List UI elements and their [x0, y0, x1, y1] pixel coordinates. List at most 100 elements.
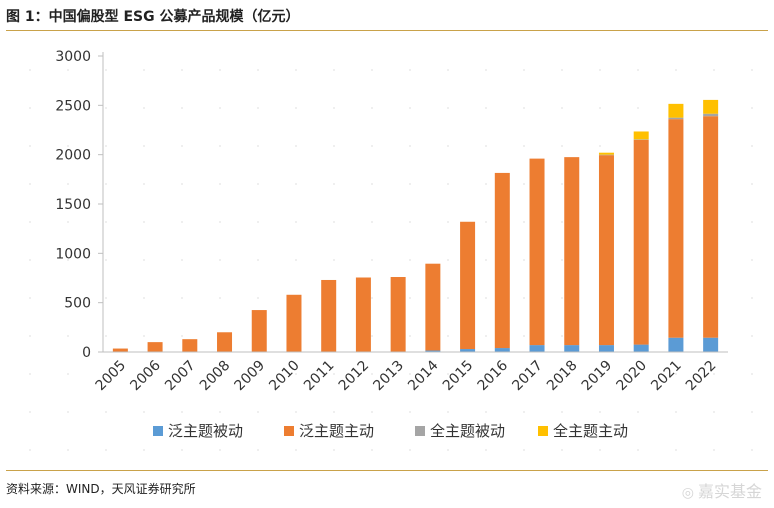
bg-dot — [219, 69, 221, 71]
bg-dot — [181, 69, 183, 71]
bg-dot — [143, 411, 145, 413]
bg-dot — [333, 69, 335, 71]
bg-dot — [599, 145, 601, 147]
legend: 泛主题被动 泛主题主动 全主题被动 全主题主动 — [153, 422, 628, 440]
y-tick-label: 500 — [64, 296, 91, 312]
bg-dot — [219, 373, 221, 375]
bg-dot — [295, 183, 297, 185]
bg-dot — [675, 373, 677, 375]
y-tick-label: 3000 — [55, 49, 91, 65]
bar-segment — [529, 158, 545, 346]
legend-label: 泛主题被动 — [168, 422, 243, 440]
bar-segment — [598, 154, 614, 156]
bg-dot — [561, 335, 563, 337]
bg-dot — [257, 297, 259, 299]
bg-dot — [447, 145, 449, 147]
bg-dot — [333, 107, 335, 109]
footer-rule — [6, 470, 768, 471]
bg-dot — [523, 297, 525, 299]
bg-dot — [295, 107, 297, 109]
bg-dot — [143, 145, 145, 147]
bar-segment — [633, 139, 649, 140]
bg-dot — [637, 449, 639, 451]
bg-dot — [29, 145, 31, 147]
bg-dot — [29, 449, 31, 451]
y-axis: 0 500 1000 1500 2000 2500 3000 — [55, 49, 104, 361]
bg-dot — [713, 69, 715, 71]
bar-segment — [355, 277, 371, 352]
bg-dot — [295, 221, 297, 223]
bg-dot — [523, 449, 525, 451]
bg-dot — [143, 69, 145, 71]
bars — [112, 99, 719, 352]
bg-dot — [29, 297, 31, 299]
bg-dot — [105, 449, 107, 451]
bg-dot — [67, 449, 69, 451]
x-tick-label: 2013 — [370, 358, 407, 395]
bg-dot — [181, 411, 183, 413]
legend-label: 全主题被动 — [430, 422, 505, 440]
bg-dot — [181, 107, 183, 109]
bg-dot — [409, 449, 411, 451]
bg-dot — [409, 259, 411, 261]
bg-dot — [371, 259, 373, 261]
bg-dot — [485, 107, 487, 109]
bg-dot — [257, 411, 259, 413]
legend-label: 全主题主动 — [553, 422, 628, 440]
bg-dot — [257, 449, 259, 451]
bar-segment — [598, 345, 614, 352]
bg-dot — [67, 411, 69, 413]
bg-dot — [447, 335, 449, 337]
bg-dot — [751, 259, 753, 261]
bg-dot — [371, 373, 373, 375]
bg-dot — [295, 411, 297, 413]
bg-dot — [143, 297, 145, 299]
bg-dot — [751, 335, 753, 337]
bg-dot — [105, 297, 107, 299]
bg-dot — [295, 69, 297, 71]
bg-dot — [485, 373, 487, 375]
bg-dot — [409, 335, 411, 337]
bg-dot — [447, 411, 449, 413]
bg-dot — [751, 221, 753, 223]
bg-dot — [523, 259, 525, 261]
bg-dot — [105, 335, 107, 337]
bg-dot — [219, 449, 221, 451]
bg-dot — [219, 411, 221, 413]
bg-dot — [447, 183, 449, 185]
bg-dot — [675, 411, 677, 413]
bg-dot — [29, 373, 31, 375]
x-tick-label: 2009 — [232, 358, 269, 395]
bg-dot — [257, 373, 259, 375]
bg-dot — [333, 183, 335, 185]
x-tick-label: 2020 — [614, 358, 651, 395]
bg-dot — [637, 107, 639, 109]
bg-dot — [257, 107, 259, 109]
bar-segment — [564, 345, 580, 352]
x-tick-label: 2017 — [509, 358, 546, 395]
bg-dot — [29, 411, 31, 413]
x-tick-label: 2016 — [475, 357, 512, 394]
bg-dot — [523, 373, 525, 375]
x-tick-label: 2010 — [266, 358, 303, 395]
bg-dot — [599, 107, 601, 109]
bg-dot — [371, 107, 373, 109]
bg-dot — [409, 221, 411, 223]
bar-segment — [668, 103, 684, 118]
bar-segment — [668, 117, 684, 120]
background-dots — [29, 69, 753, 451]
bg-dot — [333, 145, 335, 147]
bg-dot — [561, 183, 563, 185]
bg-dot — [105, 259, 107, 261]
bg-dot — [219, 145, 221, 147]
bg-dot — [333, 221, 335, 223]
x-tick-label: 2018 — [544, 358, 581, 395]
bg-dot — [143, 449, 145, 451]
bar-segment — [390, 277, 406, 352]
bg-dot — [67, 107, 69, 109]
bar-segment — [147, 342, 163, 352]
x-tick-label: 2011 — [301, 358, 338, 395]
bar-segment — [703, 337, 719, 352]
bar-segment — [217, 332, 233, 352]
bg-dot — [257, 183, 259, 185]
